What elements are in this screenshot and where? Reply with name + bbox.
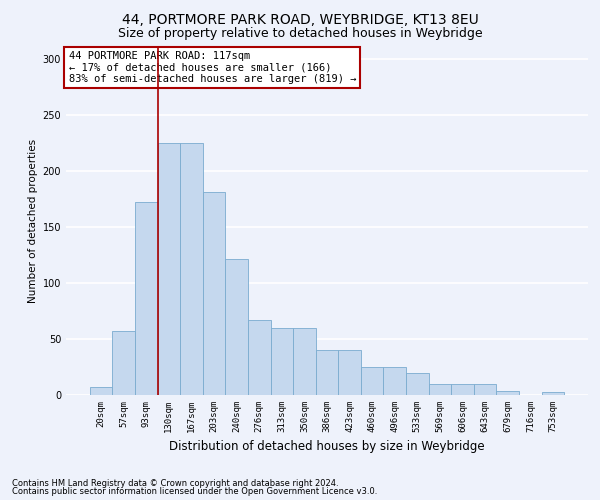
Bar <box>112 331 135 395</box>
Text: Contains HM Land Registry data © Crown copyright and database right 2024.: Contains HM Land Registry data © Crown c… <box>12 478 338 488</box>
Text: Contains public sector information licensed under the Open Government Licence v3: Contains public sector information licen… <box>12 487 377 496</box>
Bar <box>203 192 226 395</box>
X-axis label: Distribution of detached houses by size in Weybridge: Distribution of detached houses by size … <box>169 440 485 454</box>
Bar <box>338 350 361 395</box>
Text: 44 PORTMORE PARK ROAD: 117sqm
← 17% of detached houses are smaller (166)
83% of : 44 PORTMORE PARK ROAD: 117sqm ← 17% of d… <box>68 51 356 84</box>
Bar <box>293 328 316 395</box>
Bar <box>361 367 383 395</box>
Bar <box>135 202 158 395</box>
Bar <box>428 384 451 395</box>
Bar <box>451 384 474 395</box>
Bar <box>383 367 406 395</box>
Bar <box>158 143 180 395</box>
Y-axis label: Number of detached properties: Number of detached properties <box>28 139 38 304</box>
Bar <box>248 320 271 395</box>
Bar <box>542 392 564 395</box>
Bar <box>90 387 112 395</box>
Bar <box>406 372 428 395</box>
Bar <box>316 350 338 395</box>
Text: 44, PORTMORE PARK ROAD, WEYBRIDGE, KT13 8EU: 44, PORTMORE PARK ROAD, WEYBRIDGE, KT13 … <box>122 12 478 26</box>
Bar <box>180 143 203 395</box>
Bar <box>271 328 293 395</box>
Bar <box>474 384 496 395</box>
Bar <box>496 390 519 395</box>
Bar <box>226 260 248 395</box>
Text: Size of property relative to detached houses in Weybridge: Size of property relative to detached ho… <box>118 28 482 40</box>
